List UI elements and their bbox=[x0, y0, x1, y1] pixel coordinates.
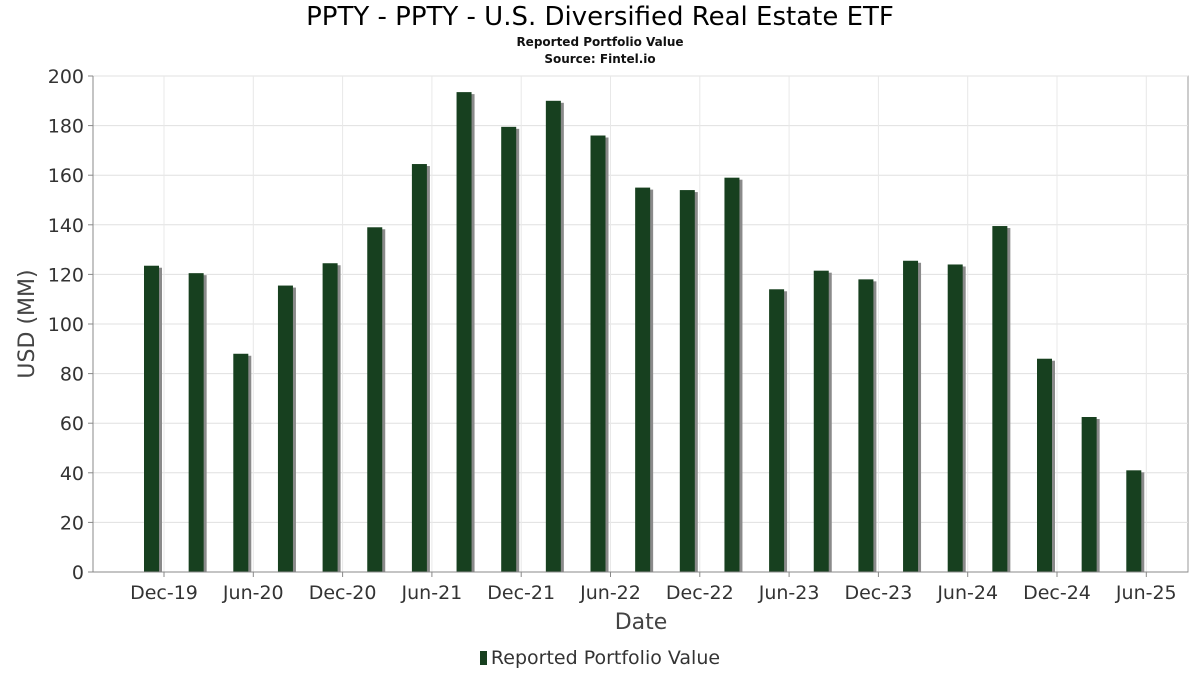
bar bbox=[992, 226, 1008, 573]
bars bbox=[144, 92, 1145, 573]
x-tick-label: Dec-23 bbox=[844, 582, 912, 604]
bar bbox=[456, 92, 472, 573]
bar bbox=[769, 289, 785, 572]
y-tick-label: 180 bbox=[48, 116, 84, 138]
bar-chart: 0 20 40 60 80 100 120 140 160 180 200 Dec-19 Jun-20 D… bbox=[15, 66, 1189, 635]
chart-subtitle: Reported Portfolio Value bbox=[516, 35, 684, 49]
x-tick-label: Jun-25 bbox=[1115, 582, 1177, 604]
x-tick-label: Dec-20 bbox=[309, 582, 377, 604]
x-tick-label: Jun-20 bbox=[222, 582, 284, 604]
bar bbox=[144, 265, 159, 572]
bar bbox=[188, 273, 204, 572]
bar bbox=[858, 279, 874, 572]
y-tick-label: 0 bbox=[72, 562, 84, 584]
x-tick-label: Dec-22 bbox=[666, 582, 734, 604]
x-tick-label: Jun-24 bbox=[936, 582, 998, 604]
bar bbox=[233, 353, 249, 572]
bar bbox=[277, 285, 293, 572]
legend: Reported Portfolio Value bbox=[0, 647, 1200, 669]
y-tick-label: 80 bbox=[60, 364, 84, 386]
x-tick-label: Jun-23 bbox=[758, 582, 820, 604]
y-tick-label: 140 bbox=[48, 215, 84, 237]
legend-swatch bbox=[479, 651, 487, 665]
bar bbox=[1037, 358, 1052, 572]
bar bbox=[947, 264, 963, 572]
y-axis-label: USD (MM) bbox=[15, 269, 40, 378]
bar bbox=[322, 263, 338, 572]
bar bbox=[679, 190, 695, 572]
bar bbox=[724, 177, 740, 572]
x-tick-label: Dec-21 bbox=[487, 582, 555, 604]
bar bbox=[367, 227, 383, 572]
legend-label: Reported Portfolio Value bbox=[490, 647, 721, 669]
x-tick-label: Dec-19 bbox=[130, 582, 198, 604]
bar bbox=[1126, 470, 1142, 572]
y-tick-label: 60 bbox=[60, 413, 84, 435]
x-tick-label: Jun-21 bbox=[401, 582, 463, 604]
y-tick-label: 100 bbox=[48, 314, 84, 336]
y-tick-label: 20 bbox=[60, 512, 84, 534]
chart-source: Source: Fintel.io bbox=[544, 52, 656, 66]
y-tick-label: 200 bbox=[48, 66, 84, 88]
x-tick-label: Dec-24 bbox=[1023, 582, 1091, 604]
axes: 0 20 40 60 80 100 120 140 160 180 200 Dec-19 Jun-20 D… bbox=[48, 66, 1188, 604]
bar bbox=[635, 187, 651, 572]
y-tick-label: 160 bbox=[48, 165, 84, 187]
bar bbox=[545, 100, 561, 573]
chart-title: PPTY - PPTY - U.S. Diversified Real Esta… bbox=[306, 2, 894, 32]
bar bbox=[501, 126, 517, 572]
bar bbox=[411, 164, 427, 573]
bar bbox=[903, 260, 919, 572]
y-tick-label: 40 bbox=[60, 463, 84, 485]
bar bbox=[813, 270, 829, 572]
x-tick-label: Jun-22 bbox=[579, 582, 641, 604]
bar bbox=[1081, 417, 1097, 572]
bar bbox=[590, 135, 606, 572]
y-tick-label: 120 bbox=[48, 264, 84, 286]
x-axis-label: Date bbox=[615, 610, 668, 635]
